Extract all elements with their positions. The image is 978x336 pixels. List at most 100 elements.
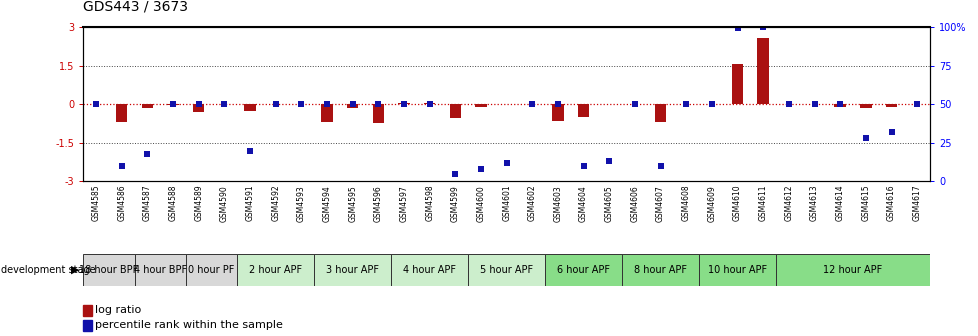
Point (344, 101, 360, 107)
Point (780, 101, 796, 107)
Text: GSM4608: GSM4608 (681, 185, 690, 221)
Bar (115, 104, 127, 122)
Point (422, 101, 437, 107)
FancyBboxPatch shape (698, 254, 776, 286)
Text: GSM4596: GSM4596 (374, 185, 382, 221)
Text: GSM4595: GSM4595 (348, 185, 357, 221)
Bar (193, 104, 204, 112)
FancyBboxPatch shape (237, 254, 314, 286)
Text: GDS443 / 3673: GDS443 / 3673 (83, 0, 188, 13)
Point (909, 101, 924, 107)
Bar (833, 104, 845, 107)
Point (216, 101, 232, 107)
Point (524, 101, 540, 107)
Bar (449, 104, 461, 118)
Text: 5 hour APF: 5 hour APF (479, 265, 533, 275)
Text: GSM4610: GSM4610 (733, 185, 741, 221)
Point (857, 135, 872, 141)
Text: 12 hour APF: 12 hour APF (822, 265, 882, 275)
Bar (474, 104, 486, 107)
Text: percentile rank within the sample: percentile rank within the sample (96, 321, 283, 330)
Text: GSM4597: GSM4597 (399, 185, 408, 221)
Bar (142, 104, 153, 108)
Text: 4 hour BPF: 4 hour BPF (134, 265, 187, 275)
Text: GSM4586: GSM4586 (117, 185, 126, 221)
Bar (552, 104, 563, 121)
Bar (732, 64, 742, 104)
Text: GSM4614: GSM4614 (835, 185, 844, 221)
Point (550, 101, 565, 107)
Bar (757, 38, 769, 104)
FancyBboxPatch shape (545, 254, 621, 286)
Text: 8 hour APF: 8 hour APF (634, 265, 687, 275)
Text: GSM4593: GSM4593 (296, 185, 305, 221)
Point (165, 101, 181, 107)
Point (600, 159, 616, 164)
Text: GSM4603: GSM4603 (553, 185, 562, 221)
Text: 18 hour BPF: 18 hour BPF (79, 265, 138, 275)
Point (703, 101, 719, 107)
Point (268, 101, 284, 107)
Text: GSM4594: GSM4594 (322, 185, 332, 221)
FancyBboxPatch shape (134, 254, 186, 286)
Point (319, 101, 334, 107)
Text: GSM4585: GSM4585 (92, 185, 101, 221)
Point (191, 101, 206, 107)
FancyBboxPatch shape (776, 254, 929, 286)
Point (755, 24, 771, 30)
Point (678, 101, 693, 107)
Point (293, 101, 309, 107)
Point (652, 163, 668, 169)
Text: GSM4599: GSM4599 (450, 185, 460, 221)
Bar (83, 320, 92, 331)
Bar (83, 304, 92, 316)
Text: 0 hour PF: 0 hour PF (188, 265, 235, 275)
Text: GSM4592: GSM4592 (271, 185, 280, 221)
FancyBboxPatch shape (83, 254, 134, 286)
Point (140, 151, 156, 156)
Text: GSM4605: GSM4605 (604, 185, 613, 221)
Point (575, 163, 591, 169)
Point (806, 101, 822, 107)
Point (113, 163, 129, 169)
Point (447, 171, 463, 176)
Bar (373, 104, 383, 124)
Text: GSM4606: GSM4606 (630, 185, 639, 221)
Text: development stage: development stage (1, 265, 96, 275)
Bar (321, 104, 333, 122)
Bar (167, 104, 179, 106)
Text: GSM4617: GSM4617 (911, 185, 920, 221)
Text: ▶: ▶ (71, 265, 80, 275)
Bar (885, 104, 897, 107)
Text: GSM4601: GSM4601 (502, 185, 511, 221)
Text: 2 hour APF: 2 hour APF (248, 265, 302, 275)
Text: GSM4612: GSM4612 (783, 185, 792, 221)
Point (88, 101, 104, 107)
Bar (244, 104, 255, 111)
Text: GSM4615: GSM4615 (861, 185, 869, 221)
Bar (860, 104, 870, 108)
Text: GSM4591: GSM4591 (245, 185, 254, 221)
Text: 10 hour APF: 10 hour APF (707, 265, 767, 275)
Bar (346, 104, 358, 108)
Text: GSM4598: GSM4598 (424, 185, 433, 221)
Text: GSM4602: GSM4602 (527, 185, 536, 221)
Text: 3 hour APF: 3 hour APF (326, 265, 378, 275)
Text: GSM4600: GSM4600 (476, 185, 485, 221)
Text: GSM4604: GSM4604 (579, 185, 588, 221)
Point (370, 101, 385, 107)
Text: GSM4588: GSM4588 (168, 185, 177, 221)
Point (472, 166, 488, 172)
Bar (654, 104, 666, 122)
Text: GSM4609: GSM4609 (707, 185, 716, 221)
Point (498, 160, 513, 166)
Text: GSM4590: GSM4590 (220, 185, 229, 221)
Text: log ratio: log ratio (96, 305, 142, 315)
Text: 6 hour APF: 6 hour APF (556, 265, 609, 275)
FancyBboxPatch shape (186, 254, 237, 286)
Point (627, 101, 643, 107)
Point (396, 101, 412, 107)
Text: 4 hour APF: 4 hour APF (403, 265, 456, 275)
Text: GSM4589: GSM4589 (194, 185, 203, 221)
Text: GSM4613: GSM4613 (809, 185, 819, 221)
